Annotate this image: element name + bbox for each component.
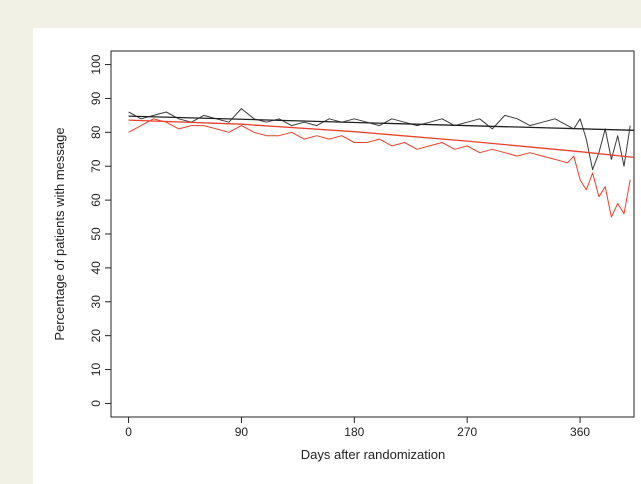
y-tick-label: 60 [89, 193, 103, 207]
y-tick-label: 70 [89, 159, 103, 173]
x-tick-label: 90 [235, 425, 249, 439]
x-tick-label: 0 [125, 425, 132, 439]
trend-line-1 [128, 115, 635, 131]
x-axis-title: Days after randomization [301, 447, 446, 462]
x-tick-label: 360 [570, 425, 590, 439]
y-tick-label: 30 [89, 295, 103, 309]
trend-line-2 [128, 119, 635, 159]
x-tick-label: 180 [344, 425, 364, 439]
series-line-2 [128, 118, 631, 218]
figure-panel: 0 90 180 270 360 0 10 20 30 40 50 60 70 80 90 100 Days … [33, 28, 641, 484]
y-tick-label: 10 [89, 363, 103, 377]
y-axis-title: Percentage of patients with message [52, 127, 67, 340]
axes-layer: 0 90 180 270 360 0 10 20 30 40 50 60 70 80 90 100 [89, 54, 590, 439]
x-tick-label: 270 [457, 425, 477, 439]
y-tick-label: 20 [89, 329, 103, 343]
y-tick-label: 0 [89, 400, 103, 407]
y-tick-label: 90 [89, 91, 103, 105]
chart: 0 90 180 270 360 0 10 20 30 40 50 60 70 80 90 100 Days … [52, 50, 635, 462]
plot-frame [110, 50, 635, 418]
y-tick-label: 100 [89, 54, 103, 74]
y-tick-label: 80 [89, 125, 103, 139]
series-layer [128, 108, 635, 218]
y-tick-label: 50 [89, 227, 103, 241]
y-tick-label: 40 [89, 261, 103, 275]
